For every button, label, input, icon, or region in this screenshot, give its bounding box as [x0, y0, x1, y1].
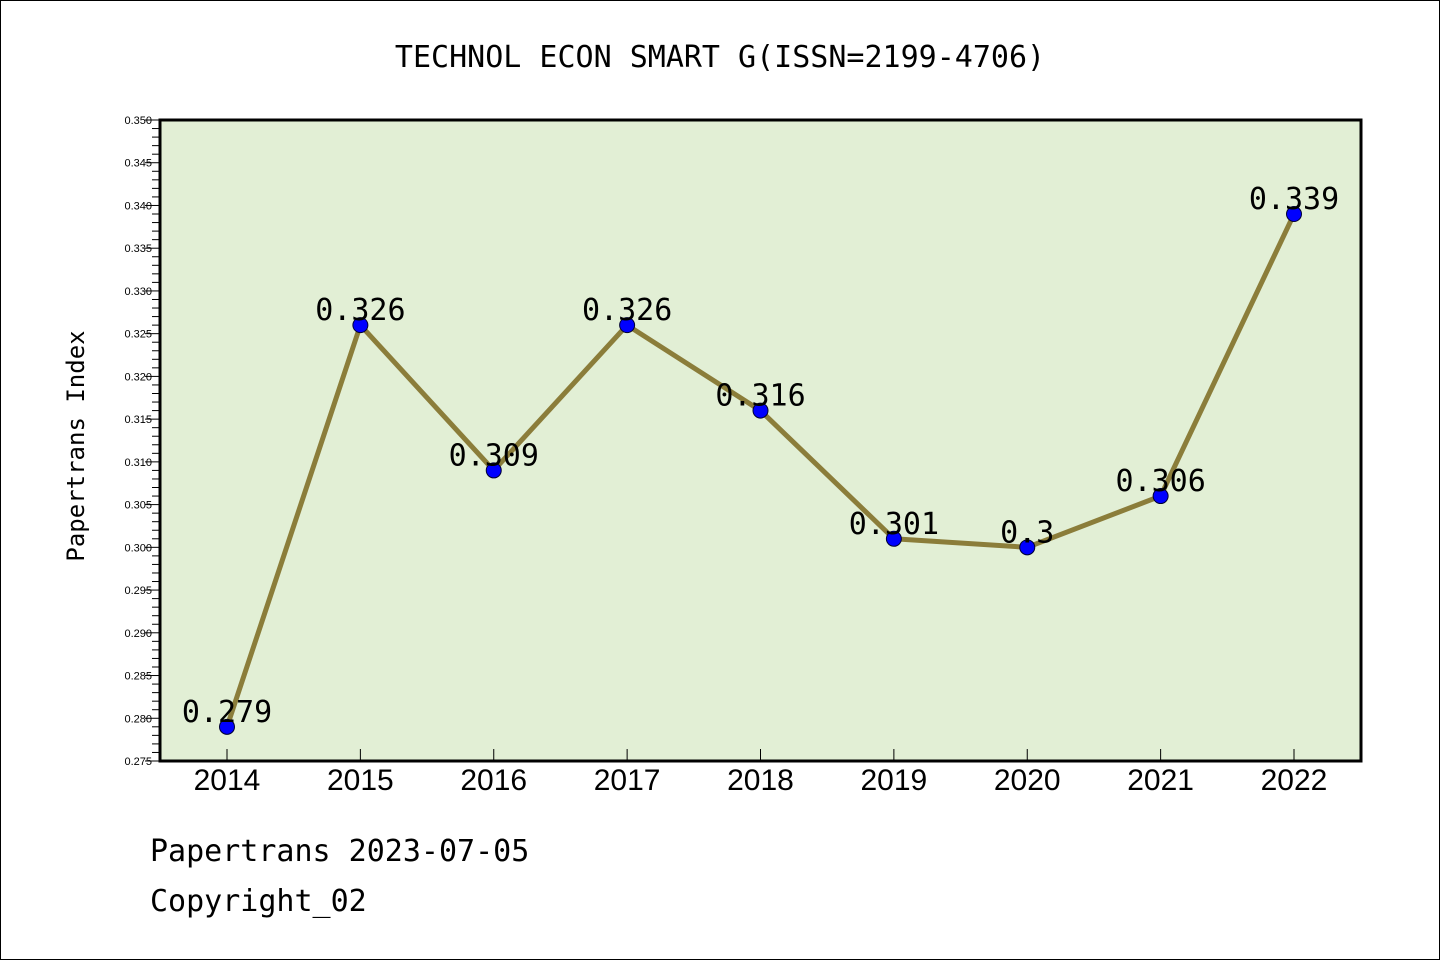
x-tick-label: 2021 — [1127, 764, 1194, 797]
data-point — [485, 462, 502, 479]
data-label: 0.306 — [1115, 464, 1205, 499]
x-tick-label: 2016 — [460, 764, 527, 797]
data-label: 0.326 — [582, 293, 672, 328]
chart-title: TECHNOL ECON SMART G(ISSN=2199-4706) — [395, 40, 1045, 75]
data-label: 0.316 — [715, 379, 805, 414]
footer-source: Papertrans 2023-07-05 — [150, 834, 530, 869]
data-point — [352, 317, 369, 334]
y-tick-label: 0.335 — [124, 243, 152, 255]
y-axis-label: Papertrans Index — [62, 330, 90, 561]
data-point — [885, 530, 902, 547]
y-tick-label: 0.315 — [124, 414, 152, 426]
y-tick-label: 0.320 — [124, 371, 152, 383]
data-point — [619, 317, 636, 334]
y-tick-label: 0.325 — [124, 329, 152, 341]
y-tick-label: 0.330 — [124, 286, 152, 298]
data-point — [1286, 206, 1302, 223]
plot-border — [158, 118, 1363, 763]
footer-copyright: Copyright_02 — [150, 884, 367, 919]
plot-area — [160, 120, 1361, 761]
data-point — [752, 402, 769, 419]
data-point — [1019, 539, 1036, 556]
x-tick-label: 2015 — [327, 764, 394, 797]
x-tick-label: 2014 — [194, 764, 261, 797]
x-tick-label: 2019 — [861, 764, 928, 797]
y-tick-label: 0.300 — [124, 542, 152, 554]
y-tick-label: 0.345 — [124, 158, 152, 170]
y-tick-label: 0.275 — [124, 756, 152, 768]
y-tick-label: 0.280 — [124, 713, 152, 725]
data-label-group: 0.279 0.326 0.309 0.326 0.316 0.301 0.3 0.306 0.… — [182, 182, 1339, 730]
y-tick-label: 0.295 — [124, 585, 152, 597]
x-tick-label: 2022 — [1261, 764, 1328, 797]
y-tick-label: 0.340 — [124, 200, 152, 212]
data-label: 0.3 — [1000, 515, 1054, 550]
data-label: 0.301 — [849, 507, 939, 542]
y-tick-label: 0.350 — [124, 115, 152, 127]
y-tick-label: 0.285 — [124, 671, 152, 683]
data-label: 0.279 — [182, 695, 272, 730]
data-point — [1152, 488, 1169, 505]
y-tick-label: 0.305 — [124, 500, 152, 512]
x-axis: 2014 2015 2016 2017 2018 2019 2020 2021 2022 — [194, 749, 1328, 797]
x-tick-label: 2017 — [594, 764, 661, 797]
y-tick-label: 0.290 — [124, 628, 152, 640]
data-point — [219, 718, 235, 735]
data-label: 0.309 — [449, 438, 539, 473]
y-tick-label: 0.310 — [124, 457, 152, 469]
data-label: 0.339 — [1249, 182, 1339, 217]
y-axis: 0.275 0.280 0.285 0.290 0.295 0.300 0.305 0.310… — [124, 115, 160, 768]
data-label: 0.326 — [315, 293, 405, 328]
marker-group — [219, 206, 1302, 735]
x-tick-label: 2018 — [727, 764, 794, 797]
x-tick-label: 2020 — [994, 764, 1061, 797]
